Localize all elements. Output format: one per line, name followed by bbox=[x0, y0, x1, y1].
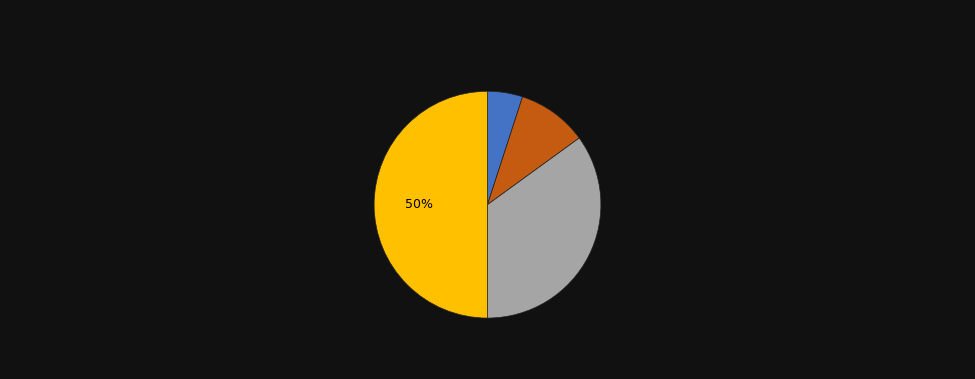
Wedge shape bbox=[488, 91, 523, 205]
Text: 50%: 50% bbox=[406, 198, 434, 211]
Wedge shape bbox=[488, 138, 601, 318]
Wedge shape bbox=[374, 91, 488, 318]
Wedge shape bbox=[488, 97, 579, 205]
